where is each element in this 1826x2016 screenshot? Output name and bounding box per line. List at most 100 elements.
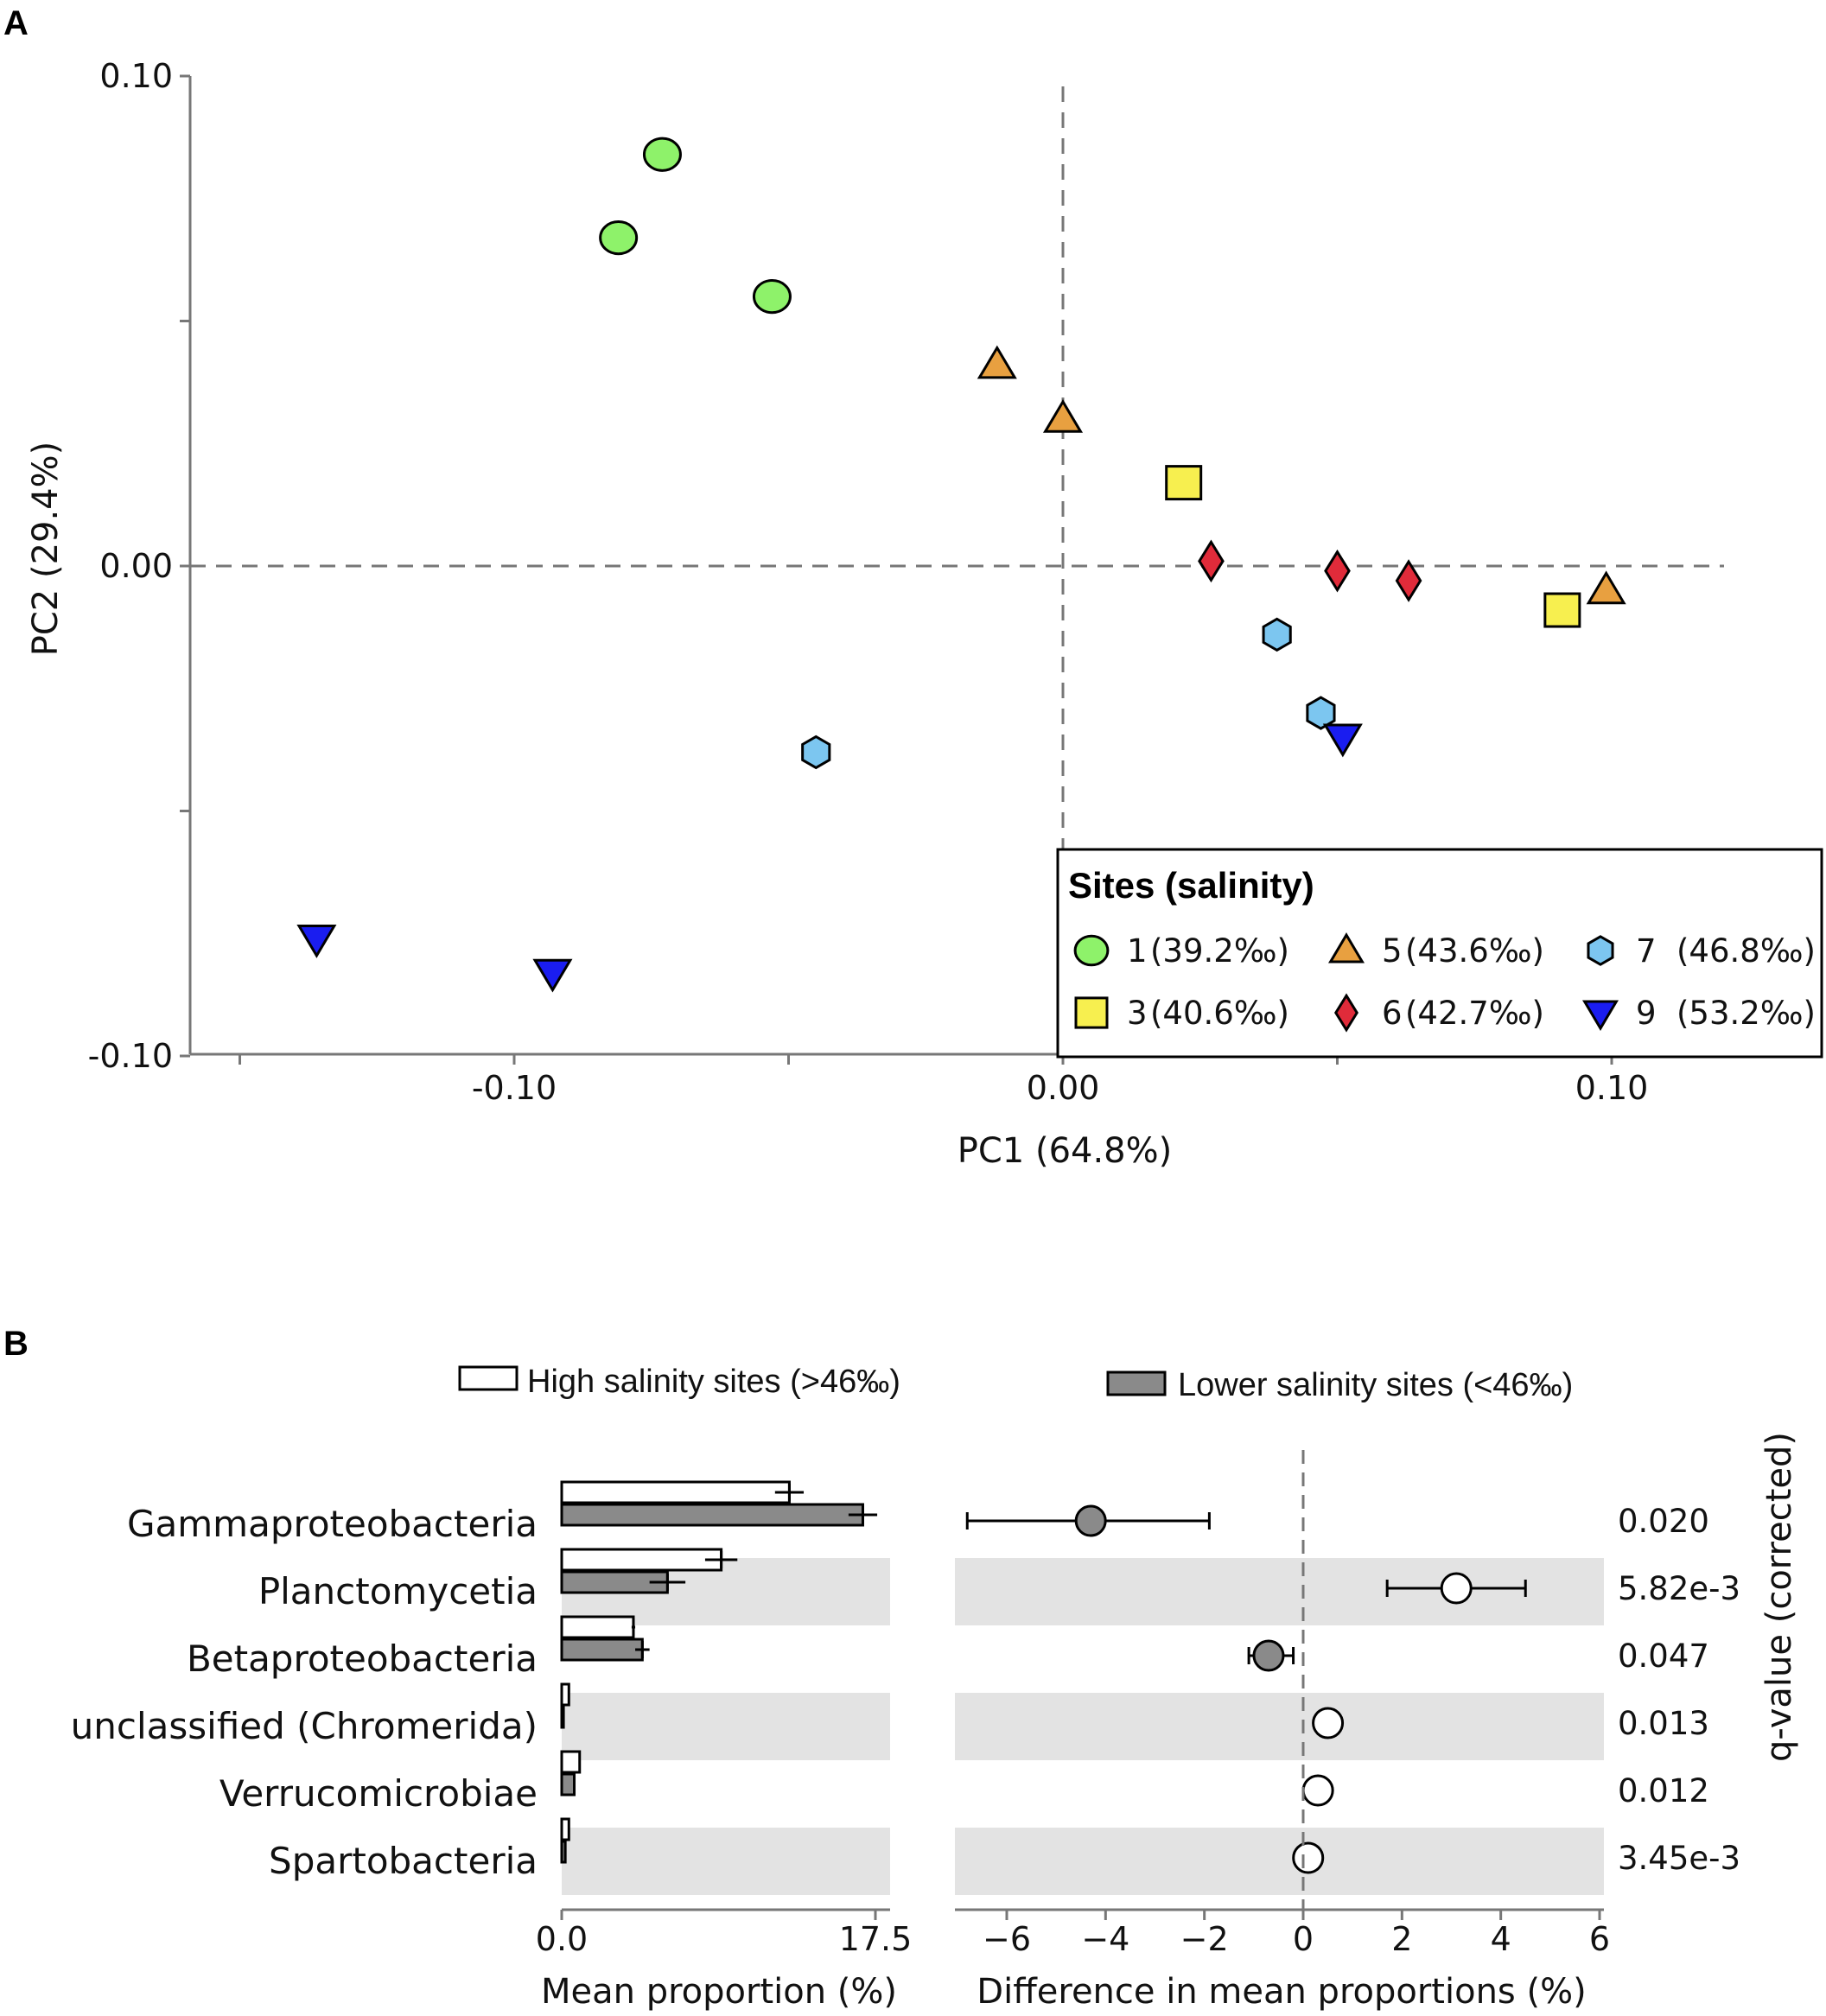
q-value-label: 0.012 xyxy=(1618,1772,1709,1809)
site-1-point xyxy=(599,220,639,256)
site-5-point xyxy=(977,345,1017,379)
mean-proportion-bars xyxy=(560,1480,878,1864)
bar-lower-salinity xyxy=(560,1570,669,1594)
legend-salinity-site-9: (53.2‰) xyxy=(1676,995,1816,1032)
legend-label-lower: Lower salinity sites (<46‰) xyxy=(1178,1367,1573,1403)
difference-points xyxy=(965,1504,1527,1874)
panel-b: High salinity sites (>46‰) Lower salinit… xyxy=(71,1364,1799,2012)
taxon-label: Spartobacteria xyxy=(269,1840,538,1882)
pcoa-plot: -0.10 0.00 0.10 -0.10 0.00 0.10 PC1 (64.8%) P… xyxy=(26,57,1823,1171)
site-5-point xyxy=(1586,570,1626,605)
legend: Sites (salinity) 1 (39.2‰) 5 (43.6‰) 7 (46.8‰… xyxy=(1056,848,1823,1059)
bar-high-salinity xyxy=(560,1548,723,1572)
bar-high-salinity xyxy=(560,1682,570,1707)
y-tick-label: -0.10 xyxy=(88,1037,173,1075)
x-tick-label: 0.00 xyxy=(1027,1069,1100,1107)
difference-point xyxy=(1312,1707,1345,1739)
q-value-axis-title: q-value (corrected) xyxy=(1759,1432,1799,1762)
legend-marker-site-3 xyxy=(1074,996,1109,1029)
q-value-label: 3.45e-3 xyxy=(1618,1840,1740,1877)
diff-x-tick-label: 6 xyxy=(1589,1920,1610,1958)
x-axis-title: PC1 (64.8%) xyxy=(958,1131,1173,1171)
panel-b-letter: B xyxy=(3,1325,29,1363)
difference-point xyxy=(1074,1504,1107,1537)
legend-label-site-9: 9 xyxy=(1636,995,1657,1032)
site-6-point xyxy=(1198,539,1225,583)
diff-x-tick-label: 0 xyxy=(1293,1920,1314,1958)
site-3-point xyxy=(1165,465,1203,501)
bar-x-axis-title: Mean proportion (%) xyxy=(541,1972,897,2012)
row-stripe-right xyxy=(955,1558,1604,1625)
legend-salinity-site-7: (46.8‰) xyxy=(1676,932,1816,970)
bar-high-salinity xyxy=(560,1750,582,1774)
diff-x-tick-label: 2 xyxy=(1391,1920,1412,1958)
q-value-label: 0.047 xyxy=(1618,1638,1709,1675)
row-stripes xyxy=(562,1558,1604,1895)
legend-items: 1 (39.2‰) 5 (43.6‰) 7 (46.8‰) 3 (40.6‰) 6 (42.7‰)… xyxy=(1073,932,1816,1033)
difference-point xyxy=(1292,1841,1325,1874)
taxon-label: Planctomycetia xyxy=(258,1570,538,1612)
taxon-label: Betaproteobacteria xyxy=(187,1638,538,1680)
diff-x-tick-label: 4 xyxy=(1491,1920,1511,1958)
bar-lower-salinity xyxy=(560,1638,644,1662)
bar-high-salinity xyxy=(560,1817,570,1841)
legend-salinity-site-1: (39.2‰) xyxy=(1150,932,1289,970)
site-9-point xyxy=(532,958,573,993)
bar-lower-salinity xyxy=(560,1840,567,1864)
legend-marker-site-1 xyxy=(1073,934,1110,967)
site-6-point xyxy=(1395,559,1422,602)
site-7-point xyxy=(1306,696,1336,730)
site-5-point xyxy=(1042,398,1084,433)
site-9-point xyxy=(1322,723,1363,758)
site-7-point xyxy=(801,735,831,770)
panel-a-letter: A xyxy=(3,4,29,42)
site-1-point xyxy=(642,137,682,172)
diff-x-tick-label: −2 xyxy=(1180,1920,1229,1958)
diff-x-tick-label: −6 xyxy=(983,1920,1031,1958)
site-7-point xyxy=(1262,617,1292,652)
q-values: 0.020 5.82e-3 0.047 0.013 0.012 3.45e-3 xyxy=(1618,1503,1740,1877)
y-axis-title: PC2 (29.4%) xyxy=(26,442,66,657)
site-6-point xyxy=(1324,549,1351,593)
row-stripe-right xyxy=(955,1693,1604,1760)
difference-point xyxy=(1440,1572,1473,1605)
bar-high-salinity xyxy=(560,1480,791,1504)
legend-title: Sites (salinity) xyxy=(1068,865,1314,906)
y-tick-label: 0.10 xyxy=(99,57,173,95)
legend-label-site-6: 6 xyxy=(1382,995,1403,1032)
legend-marker-site-7 xyxy=(1587,935,1614,966)
bar-x-tick-label: 17.5 xyxy=(839,1920,913,1958)
q-value-label: 0.013 xyxy=(1618,1705,1709,1742)
bar-x-ticks: 0.0 17.5 xyxy=(536,1910,913,1958)
legend-box xyxy=(1056,848,1823,1059)
legend-label-site-7: 7 xyxy=(1636,932,1657,970)
taxon-label: Verrucomicrobiae xyxy=(220,1772,538,1815)
legend-marker-site-5 xyxy=(1328,932,1365,963)
legend-swatch-lower xyxy=(1106,1370,1167,1396)
taxon-labels: Gammaproteobacteria Planctomycetia Betapro… xyxy=(71,1503,538,1882)
q-value-label: 0.020 xyxy=(1618,1503,1709,1540)
legend-marker-site-9 xyxy=(1582,1000,1619,1031)
row-stripe-left xyxy=(562,1828,890,1895)
bar-high-salinity xyxy=(560,1615,635,1639)
pcoa-ticks: -0.10 0.00 0.10 -0.10 0.00 0.10 xyxy=(88,57,1649,1107)
diff-x-axis-title: Difference in mean proportions (%) xyxy=(977,1972,1586,2012)
legend-label-site-3: 3 xyxy=(1127,995,1148,1032)
site-1-point xyxy=(752,279,792,315)
taxon-label: unclassified (Chromerida) xyxy=(71,1705,538,1747)
site-3-point xyxy=(1543,592,1581,628)
y-tick-label: 0.00 xyxy=(99,547,173,585)
difference-point xyxy=(1301,1774,1334,1807)
legend-label-site-1: 1 xyxy=(1127,932,1148,970)
bar-lower-salinity xyxy=(560,1772,576,1797)
row-stripe-left xyxy=(562,1693,890,1760)
legend-marker-site-6 xyxy=(1333,993,1359,1033)
legend-label-high: High salinity sites (>46‰) xyxy=(527,1364,900,1400)
q-value-label: 5.82e-3 xyxy=(1618,1570,1740,1607)
bar-lower-salinity xyxy=(560,1503,864,1527)
diff-x-tick-label: −4 xyxy=(1081,1920,1129,1958)
taxon-label: Gammaproteobacteria xyxy=(127,1503,538,1545)
difference-point xyxy=(1252,1639,1285,1672)
pcoa-points xyxy=(296,137,1626,993)
